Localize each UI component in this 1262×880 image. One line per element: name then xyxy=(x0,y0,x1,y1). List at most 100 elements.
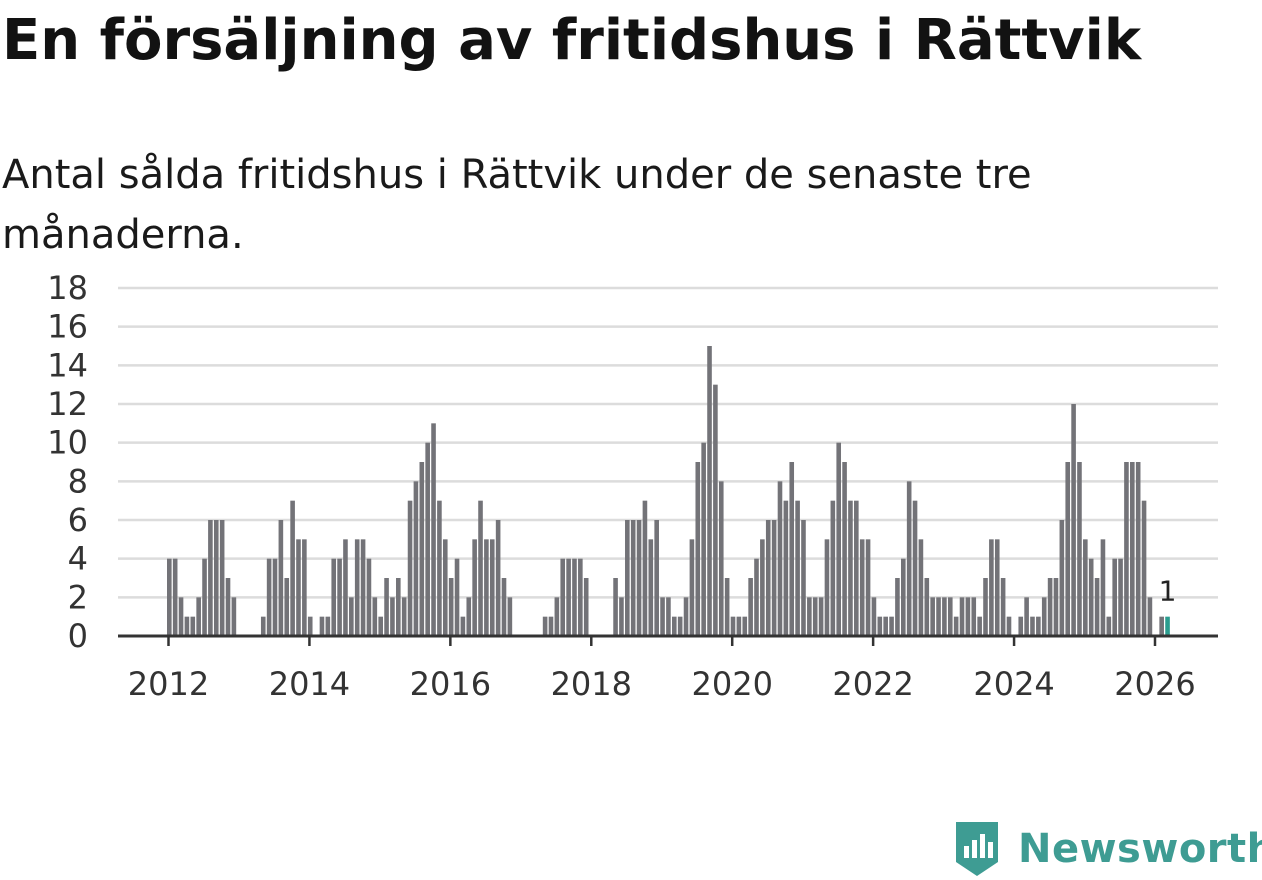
bar xyxy=(1094,578,1100,636)
bar xyxy=(912,500,918,636)
bar xyxy=(284,578,290,636)
bar xyxy=(883,616,888,636)
bar xyxy=(583,578,589,636)
bar xyxy=(572,558,577,636)
bar xyxy=(495,520,501,636)
bar xyxy=(854,500,859,636)
bar xyxy=(190,616,196,636)
bar xyxy=(1041,597,1047,636)
x-tick-label: 2020 xyxy=(691,665,772,703)
bar xyxy=(630,520,636,636)
bar xyxy=(401,597,407,636)
bar xyxy=(213,520,219,636)
bar xyxy=(989,539,994,636)
bar xyxy=(296,539,301,636)
bar xyxy=(419,462,425,636)
bar xyxy=(378,616,383,636)
brand-name: Newsworthy xyxy=(1018,826,1262,872)
bar xyxy=(1106,616,1112,636)
bar xyxy=(865,539,871,636)
bar xyxy=(660,597,665,636)
bar xyxy=(859,539,865,636)
bar-highlight xyxy=(1165,616,1170,636)
bar xyxy=(648,539,654,636)
bar xyxy=(930,597,935,636)
bar xyxy=(1053,578,1059,636)
bar xyxy=(384,578,389,636)
bar xyxy=(642,500,648,636)
bar xyxy=(636,520,642,636)
bar xyxy=(225,578,231,636)
bar xyxy=(1024,597,1029,636)
bar xyxy=(1030,616,1035,636)
x-tick-label: 2014 xyxy=(269,665,350,703)
bar xyxy=(219,520,225,636)
bar xyxy=(290,500,295,636)
bar xyxy=(448,578,454,636)
bar xyxy=(484,539,489,636)
bar xyxy=(713,384,718,636)
bar xyxy=(1130,462,1135,636)
x-tick-label: 2026 xyxy=(1114,665,1195,703)
x-tick-label: 2012 xyxy=(128,665,209,703)
bar xyxy=(331,558,337,636)
y-tick-label: 2 xyxy=(68,578,88,616)
bars xyxy=(167,346,1170,636)
bar xyxy=(677,616,683,636)
bar xyxy=(807,597,812,636)
bar xyxy=(895,578,900,636)
bar xyxy=(1000,578,1006,636)
bar xyxy=(918,539,924,636)
bar xyxy=(842,462,847,636)
bar xyxy=(566,558,571,636)
bar xyxy=(795,500,800,636)
bar xyxy=(1100,539,1106,636)
bar xyxy=(337,558,342,636)
bar xyxy=(783,500,789,636)
bar xyxy=(977,616,982,636)
bar xyxy=(349,597,354,636)
y-tick-label: 4 xyxy=(68,540,88,578)
bar xyxy=(771,520,777,636)
x-tick-label: 2022 xyxy=(832,665,913,703)
bar xyxy=(936,597,941,636)
bar xyxy=(1124,462,1129,636)
bar xyxy=(178,597,184,636)
bar xyxy=(748,578,753,636)
bar xyxy=(953,616,959,636)
bar xyxy=(202,558,207,636)
chart-subtitle: Antal sålda fritidshus i Rättvik under d… xyxy=(2,152,1032,258)
bar xyxy=(1159,616,1164,636)
bar xyxy=(425,442,430,636)
bar xyxy=(818,597,824,636)
bar xyxy=(325,616,331,636)
bar xyxy=(460,616,466,636)
gridlines xyxy=(118,286,1218,599)
bar xyxy=(208,520,213,636)
bar xyxy=(554,597,560,636)
bar xyxy=(354,539,360,636)
bar xyxy=(396,578,401,636)
bar xyxy=(877,616,883,636)
bar xyxy=(231,597,237,636)
x-tick-label: 2024 xyxy=(973,665,1054,703)
bar xyxy=(994,539,1000,636)
bar xyxy=(548,616,554,636)
bar xyxy=(1141,500,1147,636)
bar xyxy=(724,578,730,636)
y-tick-label: 16 xyxy=(47,308,88,346)
bar xyxy=(1083,539,1088,636)
bar xyxy=(777,481,783,636)
bar xyxy=(442,539,448,636)
bar xyxy=(625,520,630,636)
bar xyxy=(1059,520,1065,636)
bar xyxy=(671,616,677,636)
bar xyxy=(619,597,624,636)
bar xyxy=(413,481,419,636)
bar xyxy=(666,597,671,636)
bar xyxy=(754,558,759,636)
bar xyxy=(689,539,695,636)
bar xyxy=(924,578,930,636)
